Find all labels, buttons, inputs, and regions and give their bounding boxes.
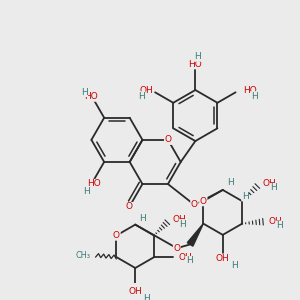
Text: O: O [191, 200, 198, 209]
Text: HO: HO [87, 179, 100, 188]
Text: H: H [270, 183, 277, 192]
Text: O: O [164, 135, 172, 144]
Text: O: O [113, 231, 120, 240]
Text: O: O [200, 197, 207, 206]
Text: O: O [173, 244, 180, 253]
Text: HO: HO [243, 86, 257, 95]
Text: OH: OH [216, 254, 230, 263]
Text: H: H [242, 192, 248, 201]
Text: O: O [126, 202, 133, 211]
Text: O: O [164, 135, 172, 144]
Polygon shape [187, 224, 203, 246]
Text: H: H [140, 214, 146, 224]
Text: OH: OH [178, 253, 192, 262]
Text: OH: OH [128, 287, 142, 296]
Text: O: O [173, 244, 180, 253]
Text: H: H [276, 221, 282, 230]
Text: H: H [83, 187, 89, 196]
Text: O: O [126, 202, 133, 211]
Text: OH: OH [269, 217, 282, 226]
Text: OH: OH [172, 215, 186, 224]
Text: H: H [143, 294, 150, 300]
Text: H: H [251, 92, 258, 100]
Text: HO: HO [188, 60, 202, 69]
Text: H: H [186, 256, 192, 266]
Text: OH: OH [263, 179, 277, 188]
Text: H: H [227, 178, 234, 187]
Text: HO: HO [84, 92, 98, 101]
Text: O: O [191, 200, 198, 209]
Text: OH: OH [140, 86, 153, 95]
Text: H: H [179, 220, 186, 229]
Text: CH₃: CH₃ [76, 251, 91, 260]
Text: H: H [231, 261, 238, 270]
Text: H: H [81, 88, 88, 97]
Text: H: H [194, 52, 201, 61]
Text: H: H [139, 92, 145, 100]
Text: O: O [113, 231, 120, 240]
Text: O: O [200, 197, 207, 206]
